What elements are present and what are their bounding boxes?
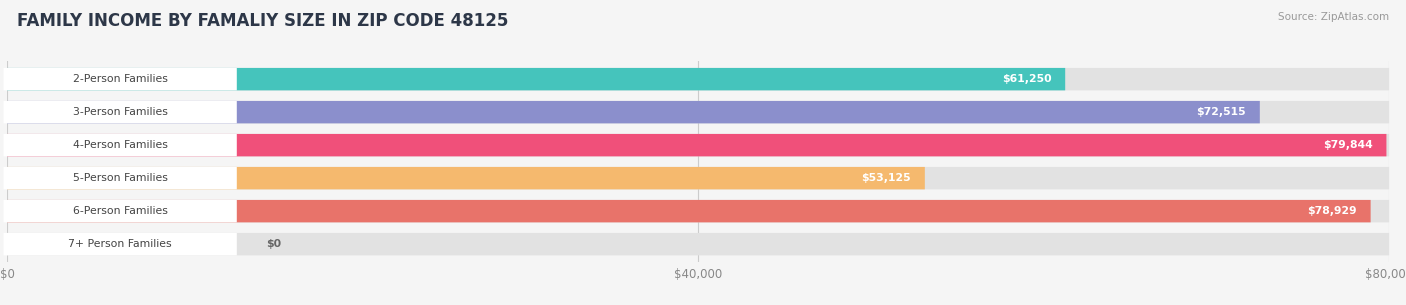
FancyBboxPatch shape — [7, 200, 1389, 222]
Text: FAMILY INCOME BY FAMALIY SIZE IN ZIP CODE 48125: FAMILY INCOME BY FAMALIY SIZE IN ZIP COD… — [17, 12, 508, 30]
FancyBboxPatch shape — [7, 233, 1389, 255]
FancyBboxPatch shape — [4, 233, 236, 255]
Text: $61,250: $61,250 — [1001, 74, 1052, 84]
FancyBboxPatch shape — [7, 101, 1389, 123]
FancyBboxPatch shape — [4, 68, 236, 90]
Text: 5-Person Families: 5-Person Families — [73, 173, 167, 183]
Text: $78,929: $78,929 — [1308, 206, 1357, 216]
FancyBboxPatch shape — [7, 101, 1260, 123]
Text: $72,515: $72,515 — [1197, 107, 1246, 117]
FancyBboxPatch shape — [7, 68, 1389, 90]
FancyBboxPatch shape — [7, 167, 925, 189]
Text: $0: $0 — [266, 239, 281, 249]
FancyBboxPatch shape — [4, 134, 236, 156]
FancyBboxPatch shape — [7, 200, 1371, 222]
FancyBboxPatch shape — [7, 68, 1066, 90]
FancyBboxPatch shape — [4, 200, 236, 222]
FancyBboxPatch shape — [4, 101, 236, 123]
Text: 6-Person Families: 6-Person Families — [73, 206, 167, 216]
Text: $79,844: $79,844 — [1323, 140, 1372, 150]
FancyBboxPatch shape — [7, 167, 1389, 189]
FancyBboxPatch shape — [7, 134, 1389, 156]
Text: 3-Person Families: 3-Person Families — [73, 107, 167, 117]
FancyBboxPatch shape — [7, 134, 1386, 156]
Text: Source: ZipAtlas.com: Source: ZipAtlas.com — [1278, 12, 1389, 22]
Text: 7+ Person Families: 7+ Person Families — [69, 239, 172, 249]
FancyBboxPatch shape — [4, 167, 236, 189]
Text: 2-Person Families: 2-Person Families — [73, 74, 167, 84]
Text: 4-Person Families: 4-Person Families — [73, 140, 167, 150]
Text: $53,125: $53,125 — [862, 173, 911, 183]
